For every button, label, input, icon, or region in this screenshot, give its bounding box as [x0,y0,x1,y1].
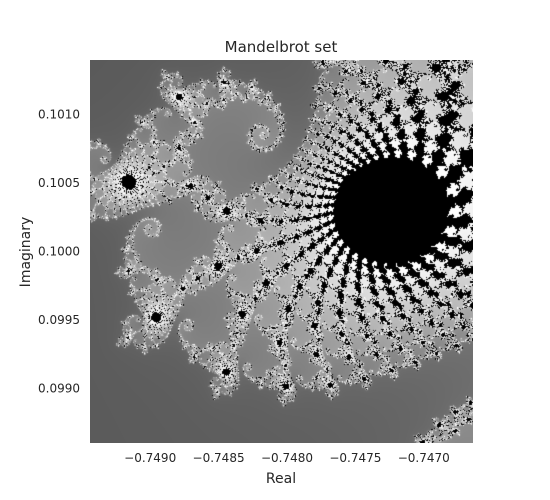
mandelbrot-heatmap [90,60,473,443]
y-axis-label: Imaginary [18,217,34,288]
plot-area [90,60,473,443]
x-axis-ticks: −0.7490 −0.7485 −0.7480 −0.7475 −0.7470 [124,451,450,465]
y-tick-label: 0.1000 [38,245,80,259]
x-tick-label: −0.7485 [193,451,245,465]
x-tick-label: −0.7470 [398,451,450,465]
y-tick-label: 0.0990 [38,381,80,395]
y-axis-ticks: 0.0990 0.0995 0.1000 0.1005 0.1010 [38,108,80,396]
y-tick-label: 0.1010 [38,108,80,122]
x-axis-label: Real [266,471,296,487]
x-tick-label: −0.7490 [124,451,176,465]
y-tick-label: 0.0995 [38,313,80,327]
y-tick-label: 0.1005 [38,176,80,190]
x-tick-label: −0.7480 [261,451,313,465]
x-tick-label: −0.7475 [329,451,381,465]
chart-title: Mandelbrot set [225,38,338,56]
